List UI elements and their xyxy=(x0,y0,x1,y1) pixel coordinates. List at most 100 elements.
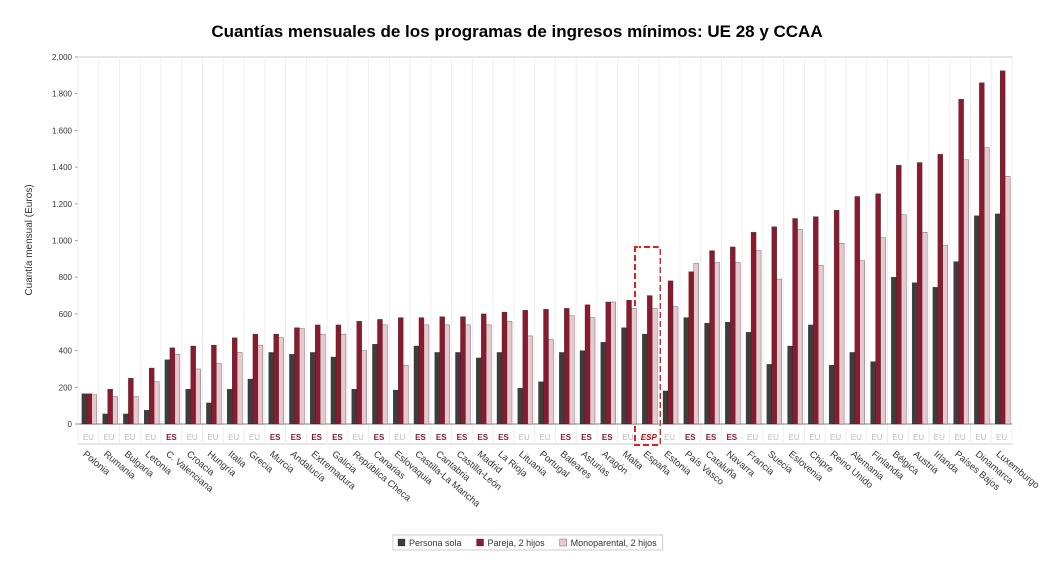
region-tag: EU xyxy=(934,433,945,442)
bar xyxy=(330,356,337,425)
bar xyxy=(195,368,201,425)
bar xyxy=(735,262,741,425)
bar xyxy=(647,295,653,425)
bar xyxy=(252,333,259,425)
bar xyxy=(81,393,88,425)
region-tag: ES xyxy=(457,433,468,442)
bar xyxy=(128,377,134,425)
region-tag: ES xyxy=(291,433,302,442)
bar xyxy=(398,317,404,425)
y-tick-label: 600 xyxy=(59,310,73,319)
bar xyxy=(896,165,902,425)
bar xyxy=(642,333,648,425)
region-tag: EU xyxy=(249,433,260,442)
region-tag: EU xyxy=(145,433,156,442)
legend-frame xyxy=(392,534,664,551)
region-tag: EU xyxy=(975,433,986,442)
y-tick-label: 200 xyxy=(59,383,73,392)
bar xyxy=(730,246,736,425)
bar xyxy=(476,357,482,425)
bar xyxy=(211,344,217,425)
region-tag: ES xyxy=(685,433,696,442)
region-tag: EU xyxy=(809,433,820,442)
bar xyxy=(911,282,918,425)
bar xyxy=(543,309,549,425)
region-tag: EU xyxy=(913,433,924,442)
region-tag: EU xyxy=(768,433,779,442)
y-tick-label: 2,000 xyxy=(52,53,73,62)
y-tick-label: 0 xyxy=(68,420,73,429)
bar xyxy=(953,261,959,425)
bar xyxy=(237,352,243,425)
region-tag: EU xyxy=(187,433,198,442)
region-tag: EU xyxy=(83,433,94,442)
bar xyxy=(999,70,1006,425)
region-tag: EU xyxy=(228,433,239,442)
bar xyxy=(605,301,611,425)
legend-swatch xyxy=(397,538,406,547)
bar xyxy=(185,388,191,425)
bar xyxy=(849,352,855,425)
bar xyxy=(496,352,503,425)
bar xyxy=(232,337,238,425)
bar xyxy=(589,317,596,425)
bar xyxy=(439,316,445,425)
bar xyxy=(559,352,565,425)
region-tag: ES xyxy=(726,433,737,442)
region-tag: ES xyxy=(498,433,509,442)
bar xyxy=(356,321,362,425)
bar xyxy=(974,215,980,425)
bar xyxy=(979,82,985,425)
region-tag: EU xyxy=(747,433,758,442)
bar xyxy=(854,196,860,425)
bar xyxy=(465,324,471,425)
region-tag: ESP xyxy=(641,433,658,442)
region-tag: EU xyxy=(996,433,1007,442)
bar xyxy=(771,226,777,425)
bar xyxy=(153,381,160,425)
bar xyxy=(351,388,357,425)
region-tag: EU xyxy=(207,433,218,442)
bar xyxy=(787,345,793,425)
bar xyxy=(875,193,881,425)
region-tag: ES xyxy=(560,433,571,442)
bar xyxy=(460,316,466,425)
bar xyxy=(631,308,637,425)
bar xyxy=(501,311,508,425)
region-tag: EU xyxy=(892,433,903,442)
bar xyxy=(797,229,803,425)
bar xyxy=(522,310,528,425)
bar xyxy=(206,402,212,425)
bar xyxy=(688,271,694,425)
region-tag: EU xyxy=(851,433,862,442)
y-tick-label: 1.200 xyxy=(52,200,73,209)
bar xyxy=(776,278,782,425)
bar xyxy=(227,388,233,425)
bar xyxy=(626,299,632,425)
legend-swatch xyxy=(559,538,567,547)
bar xyxy=(621,327,627,425)
region-tag: EU xyxy=(519,433,530,442)
region-tag: ES xyxy=(311,433,322,442)
bar xyxy=(216,363,222,425)
bar xyxy=(755,250,762,425)
bar xyxy=(672,306,679,425)
bar xyxy=(859,260,865,425)
bar xyxy=(320,333,326,425)
bar xyxy=(870,361,876,425)
bar xyxy=(91,394,98,425)
bar xyxy=(1004,176,1011,425)
region-tag: ES xyxy=(374,433,385,442)
y-tick-label: 400 xyxy=(59,347,73,356)
bar xyxy=(273,333,279,425)
bar xyxy=(444,324,450,425)
region-tag: EU xyxy=(124,433,135,442)
bar xyxy=(190,345,196,425)
bar xyxy=(112,396,118,425)
bar xyxy=(766,364,772,425)
bar xyxy=(486,324,492,425)
y-axis-title: Cuantía mensual (Euros) xyxy=(24,184,35,295)
bar xyxy=(937,154,944,425)
bar xyxy=(963,159,969,425)
